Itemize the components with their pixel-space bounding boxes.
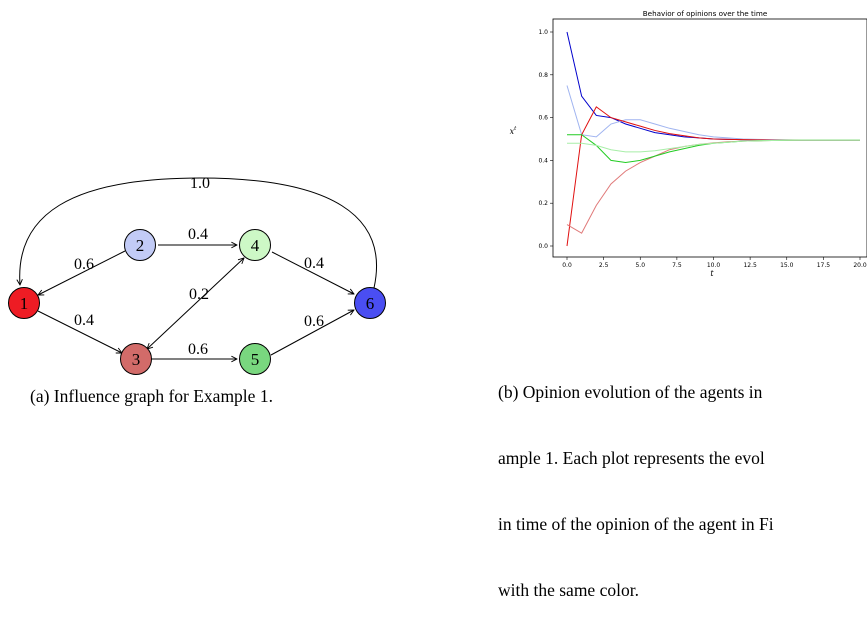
y-tick-label: 0.8 — [538, 72, 548, 79]
series-line-4 — [566, 139, 860, 234]
x-tick-label: 10.0 — [707, 262, 721, 269]
node-1: 1 — [8, 287, 40, 319]
edge-5-6 — [270, 310, 354, 356]
x-tick-label: 7.5 — [672, 262, 682, 269]
x-axis-ticks: 0.0 2.5 5.0 7.5 10.0 12.5 15.0 17.5 20.0 — [562, 257, 867, 269]
caption-b-line: ample 1. Each plot represents the evol — [498, 448, 765, 468]
svg-text:1: 1 — [20, 294, 29, 313]
y-axis-label-base: x — [510, 127, 515, 136]
edge-label-6-1: 1.0 — [190, 175, 210, 192]
caption-figure-a: (a) Influence graph for Example 1. — [30, 386, 273, 406]
series-line-3 — [566, 106, 860, 247]
edge-label-4-6: 0.4 — [304, 255, 324, 272]
y-tick-label: 0.2 — [538, 200, 548, 207]
x-tick-label: 20.0 — [853, 262, 867, 269]
svg-text:5: 5 — [251, 350, 260, 369]
x-tick-label: 5.0 — [635, 262, 645, 269]
edge-label-2-4: 0.4 — [188, 226, 208, 243]
x-tick-label: 17.5 — [817, 262, 831, 269]
edge-3-4 — [147, 258, 244, 349]
y-tick-label: 0.4 — [538, 157, 548, 164]
edge-label-1-3: 0.4 — [74, 312, 94, 329]
chart-title: Behavior of opinions over the time — [643, 9, 768, 18]
x-tick-label: 2.5 — [599, 262, 609, 269]
svg-text:4: 4 — [251, 236, 260, 255]
edge-label-2-1: 0.6 — [74, 256, 94, 273]
series-line-2 — [566, 85, 860, 141]
edge-label-3-5: 0.6 — [188, 341, 208, 358]
y-tick-label: 1.0 — [538, 29, 548, 36]
x-axis-label: t — [710, 269, 714, 278]
node-3: 3 — [120, 343, 152, 375]
plot-frame — [552, 18, 867, 258]
caption-b-line: with the same color. — [498, 580, 639, 600]
y-axis-label: xt — [510, 126, 518, 136]
edge-6-1 — [20, 177, 378, 289]
node-4: 4 — [239, 229, 271, 261]
node-2: 2 — [124, 229, 156, 261]
y-axis-ticks: 0.0 0.2 0.4 0.6 0.8 1.0 — [538, 29, 553, 250]
svg-text:2: 2 — [136, 236, 145, 255]
x-tick-label: 15.0 — [780, 262, 794, 269]
edge-label-5-6: 0.6 — [304, 313, 324, 330]
y-tick-label: 0.0 — [538, 243, 548, 250]
series-lines — [566, 31, 860, 247]
edge-1-3 — [37, 310, 122, 353]
svg-text:3: 3 — [132, 350, 141, 369]
edge-4-6 — [271, 251, 354, 294]
caption-b-line: in time of the opinion of the agent in F… — [498, 514, 774, 534]
node-6: 6 — [354, 287, 386, 319]
svg-text:6: 6 — [366, 294, 375, 313]
y-tick-label: 0.6 — [538, 115, 548, 122]
edge-label-3-4: 0.2 — [189, 286, 209, 303]
x-tick-label: 12.5 — [743, 262, 757, 269]
y-axis-label-sup: t — [514, 126, 517, 132]
caption-b-line: (b) Opinion evolution of the agents in — [498, 382, 763, 402]
influence-graph: 1.0 0.6 0.4 0.4 0.2 0.4 0.6 0.6 1 2 3 4 … — [8, 175, 386, 375]
node-5: 5 — [239, 343, 271, 375]
edge-2-1 — [38, 250, 126, 295]
caption-figure-b: (b) Opinion evolution of the agents in a… — [498, 337, 867, 623]
x-tick-label: 0.0 — [562, 262, 572, 269]
series-line-6 — [567, 139, 860, 153]
opinion-chart: Behavior of opinions over the time 0.0 2.… — [510, 9, 867, 278]
